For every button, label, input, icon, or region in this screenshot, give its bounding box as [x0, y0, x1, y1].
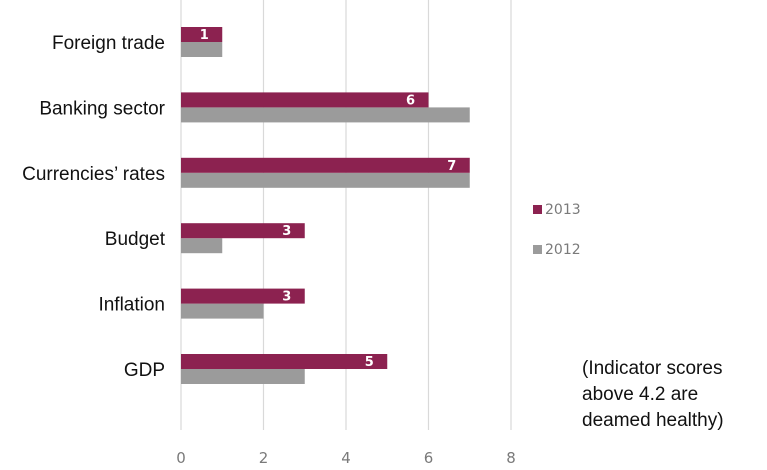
- bar-2013: [181, 157, 470, 173]
- bar-2013: [181, 354, 388, 369]
- category-label: Inflation: [98, 295, 165, 316]
- category-label: Banking sector: [39, 98, 165, 119]
- x-tick-label: 8: [506, 449, 516, 467]
- bar-2012: [181, 107, 470, 123]
- data-label: 5: [365, 355, 374, 370]
- category-label: Budget: [105, 229, 166, 250]
- data-label: 6: [406, 93, 415, 108]
- category-label: Currencies’ rates: [22, 164, 165, 185]
- bar-2012: [181, 172, 470, 188]
- category-label: Foreign trade: [52, 33, 165, 54]
- bar-2012: [181, 238, 223, 254]
- bar-2012: [181, 303, 264, 319]
- bar-2012: [181, 369, 305, 384]
- category-label: GDP: [124, 360, 165, 381]
- bar-2013: [181, 288, 305, 304]
- chart-note: (Indicator scores above 4.2 are deamed h…: [582, 358, 724, 431]
- legend-label-2013: 2013: [545, 202, 581, 218]
- bar-2012: [181, 42, 223, 57]
- legend-label-2012: 2012: [545, 242, 581, 258]
- data-label: 1: [200, 28, 209, 43]
- bar-2013: [181, 92, 429, 108]
- x-tick-label: 4: [341, 449, 351, 467]
- data-label: 3: [282, 224, 291, 239]
- x-tick-label: 6: [424, 449, 434, 467]
- bar-2013: [181, 27, 223, 42]
- x-tick-label: 0: [176, 449, 186, 467]
- legend-swatch-2013: [533, 205, 542, 214]
- bar-2013: [181, 223, 305, 239]
- legend-swatch-2012: [533, 245, 542, 254]
- data-label: 7: [447, 159, 456, 174]
- x-tick-label: 2: [259, 449, 269, 467]
- data-label: 3: [282, 290, 291, 305]
